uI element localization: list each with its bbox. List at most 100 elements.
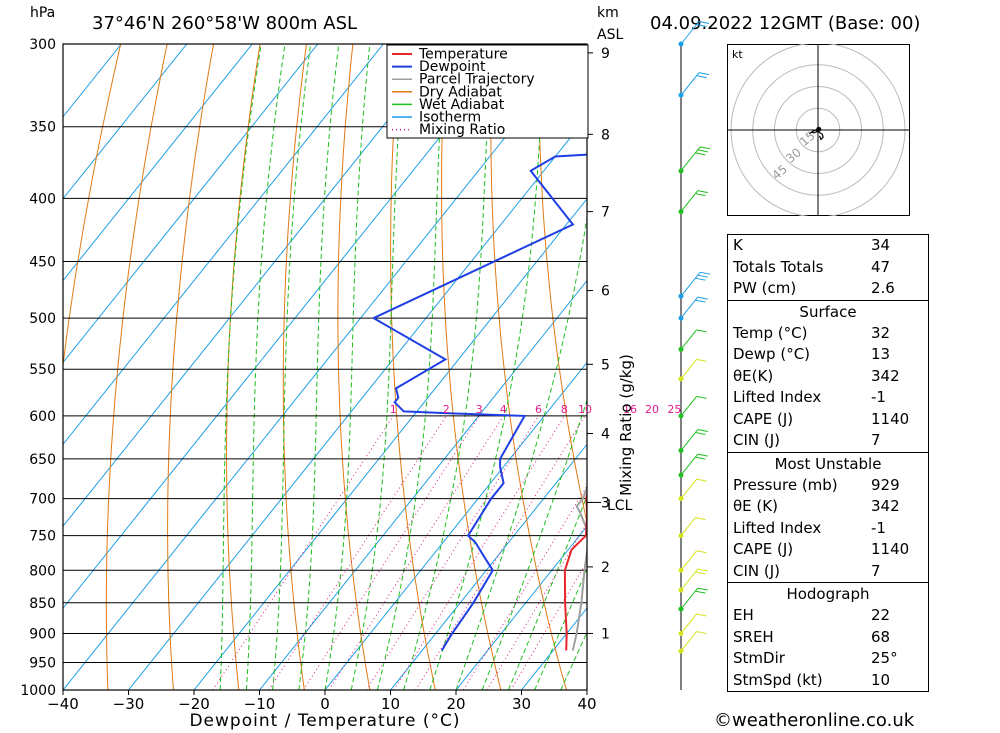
legend-entry: Dry Adiabat xyxy=(419,84,502,100)
wet-adiabat-line xyxy=(534,567,587,690)
wind-barb-feather xyxy=(696,329,707,333)
mixing-ratio-label: 6 xyxy=(535,403,542,416)
wind-barb xyxy=(680,517,696,536)
wind-barb xyxy=(680,478,697,499)
wind-barb xyxy=(680,396,697,417)
isotherm-line xyxy=(63,44,384,446)
isotherm-line xyxy=(63,44,319,364)
wind-barb-feather xyxy=(695,277,706,281)
most_unstable-label: CAPE (J) xyxy=(733,540,794,558)
x-tick-label: −10 xyxy=(244,695,276,713)
copyright-footer: ©weatheronline.co.uk xyxy=(714,710,915,731)
wind-barb-feather xyxy=(696,631,707,635)
km-tick-label: 2 xyxy=(601,560,610,576)
surface-value: 1140 xyxy=(871,409,910,428)
wind-barb-feather xyxy=(695,456,706,460)
mixing-ratio-line xyxy=(393,415,565,690)
pressure-tick-label: 800 xyxy=(29,563,56,579)
x-tick-label: 40 xyxy=(577,695,596,713)
dry-adiabat-line xyxy=(226,44,261,690)
most_unstable-row: CAPE (J) 1140 xyxy=(728,539,928,561)
hodograph_table-row: StmDir 25° xyxy=(728,648,928,670)
wet-adiabat-line xyxy=(219,44,262,690)
surface-row: Temp (°C) 32 xyxy=(728,323,928,345)
mixing-ratio-label: 20 xyxy=(645,403,659,416)
wet-adiabat-line xyxy=(324,44,371,690)
wet-adiabat-line xyxy=(429,44,545,690)
most_unstable-value: 929 xyxy=(871,475,900,494)
mixing-ratio-line xyxy=(212,415,394,690)
plot-frame xyxy=(62,43,588,691)
wind-barb-feather xyxy=(696,550,707,554)
pressure-unit-label: hPa xyxy=(30,5,56,21)
mixing-ratio-label: 8 xyxy=(561,403,568,416)
wind-barb-feather xyxy=(695,152,706,156)
mixing-ratio-label: 4 xyxy=(500,403,507,416)
hodograph_table-value: 10 xyxy=(871,670,891,689)
wind-barb xyxy=(680,146,701,172)
wind-barb xyxy=(680,190,699,212)
plot-border xyxy=(62,43,588,691)
hodograph_table-value: 68 xyxy=(871,627,891,646)
wind-barb xyxy=(680,550,697,571)
background-lines xyxy=(63,44,1000,690)
mixing-ratio-label: 1 xyxy=(390,403,397,416)
wind-barb-column xyxy=(678,21,711,690)
wind-barb xyxy=(680,429,699,451)
x-axis-label: Dewpoint / Temperature (°C) xyxy=(189,711,460,731)
mixing-ratio-line xyxy=(463,485,587,690)
surface-row: Dewp (°C) 13 xyxy=(728,344,928,366)
isotherm-line xyxy=(128,116,587,690)
hodograph-title: Hodograph xyxy=(786,585,870,603)
pressure-tick-label: 900 xyxy=(29,626,56,642)
surface-label: CIN (J) xyxy=(733,431,781,449)
km-tick-label: 8 xyxy=(601,127,610,143)
wind-barb xyxy=(680,359,697,380)
wind-barb-feather xyxy=(695,517,706,521)
pressure-tick-label: 600 xyxy=(29,409,56,425)
pressure-tick-label: 300 xyxy=(29,37,56,53)
most_unstable-label: CIN (J) xyxy=(733,561,781,580)
wind-barb xyxy=(680,329,697,350)
most_unstable-row: Pressure (mb) 929 xyxy=(728,475,928,497)
x-tick-label: 10 xyxy=(381,695,400,713)
temperature-tick-labels: −40 −30 −20 −10 0 10 20 30 40 xyxy=(47,690,597,713)
isotherm-line xyxy=(259,279,587,690)
mixing-ratio-line xyxy=(328,415,504,690)
pressure-tick-label: 950 xyxy=(29,655,56,671)
wind-barb-feather xyxy=(697,568,708,572)
mixing-ratio-label: 2 xyxy=(443,403,450,416)
mixing-ratio-line xyxy=(268,415,447,690)
surface-row: CAPE (J) 1140 xyxy=(728,409,928,431)
profile-lines xyxy=(371,153,587,652)
hodograph_table-row: StmSpd (kt) 10 xyxy=(728,670,928,692)
x-tick-label: −20 xyxy=(178,695,210,713)
mixing-ratio-label: 3 xyxy=(476,403,483,416)
surface-label: Lifted Index xyxy=(733,388,822,406)
most_unstable-label: Lifted Index xyxy=(733,518,822,537)
indices-row: K 34 xyxy=(728,235,928,257)
wind-barb-feather xyxy=(695,432,706,436)
wind-barb-feather xyxy=(695,590,706,594)
wind-barb xyxy=(680,453,699,476)
indices-value: 47 xyxy=(871,257,891,276)
dry-adiabat-line xyxy=(957,44,1000,690)
wind-barb-feather xyxy=(697,190,708,194)
legend-entry: Temperature xyxy=(418,47,508,63)
surface-value: 342 xyxy=(871,366,900,385)
wind-barb-feather xyxy=(698,21,710,24)
hodograph_table-value: 22 xyxy=(871,606,891,624)
isotherm-line xyxy=(455,525,587,690)
km-tick-label: 6 xyxy=(601,284,610,300)
wind-barb xyxy=(680,72,700,96)
legend-entry: Dewpoint xyxy=(419,59,486,75)
wind-barb xyxy=(680,21,700,45)
indices-label: PW (cm) xyxy=(733,279,797,297)
pressure-tick-label: 1000 xyxy=(20,683,56,699)
mixing-ratio-line xyxy=(510,560,587,690)
most_unstable-row: Lifted Index -1 xyxy=(728,518,928,540)
hodograph_table-label: SREH xyxy=(733,627,774,646)
dry-adiabat-line xyxy=(105,44,168,690)
indices-table: K 34 Totals Totals 47 PW (cm) 2.6 Surface Tem… xyxy=(727,234,929,692)
